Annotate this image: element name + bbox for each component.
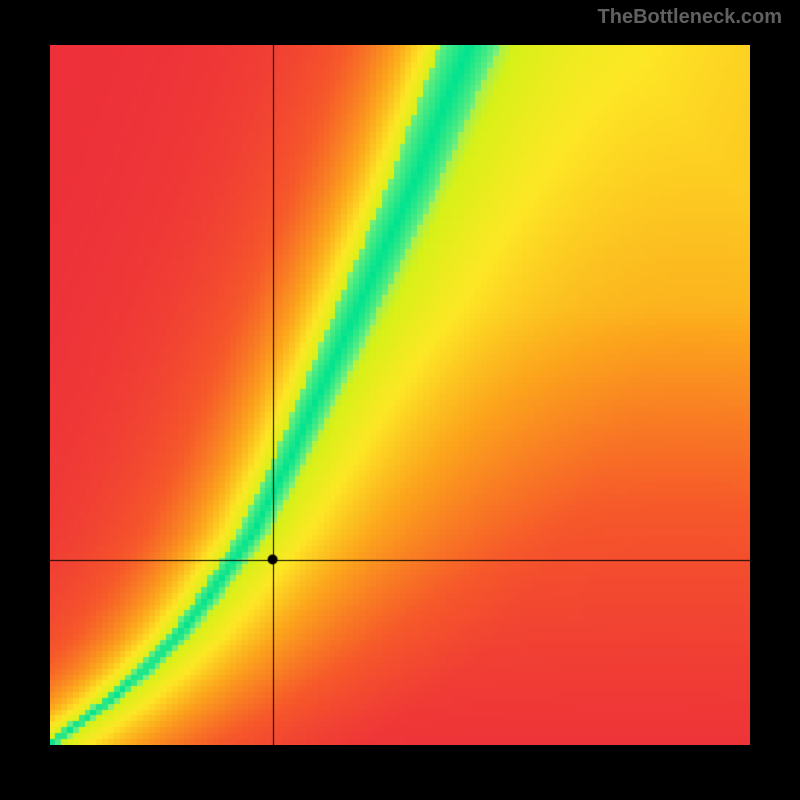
- chart-container: TheBottleneck.com: [0, 0, 800, 800]
- watermark-text: TheBottleneck.com: [598, 6, 782, 29]
- heatmap-plot: [50, 45, 750, 745]
- heatmap-canvas: [50, 45, 750, 745]
